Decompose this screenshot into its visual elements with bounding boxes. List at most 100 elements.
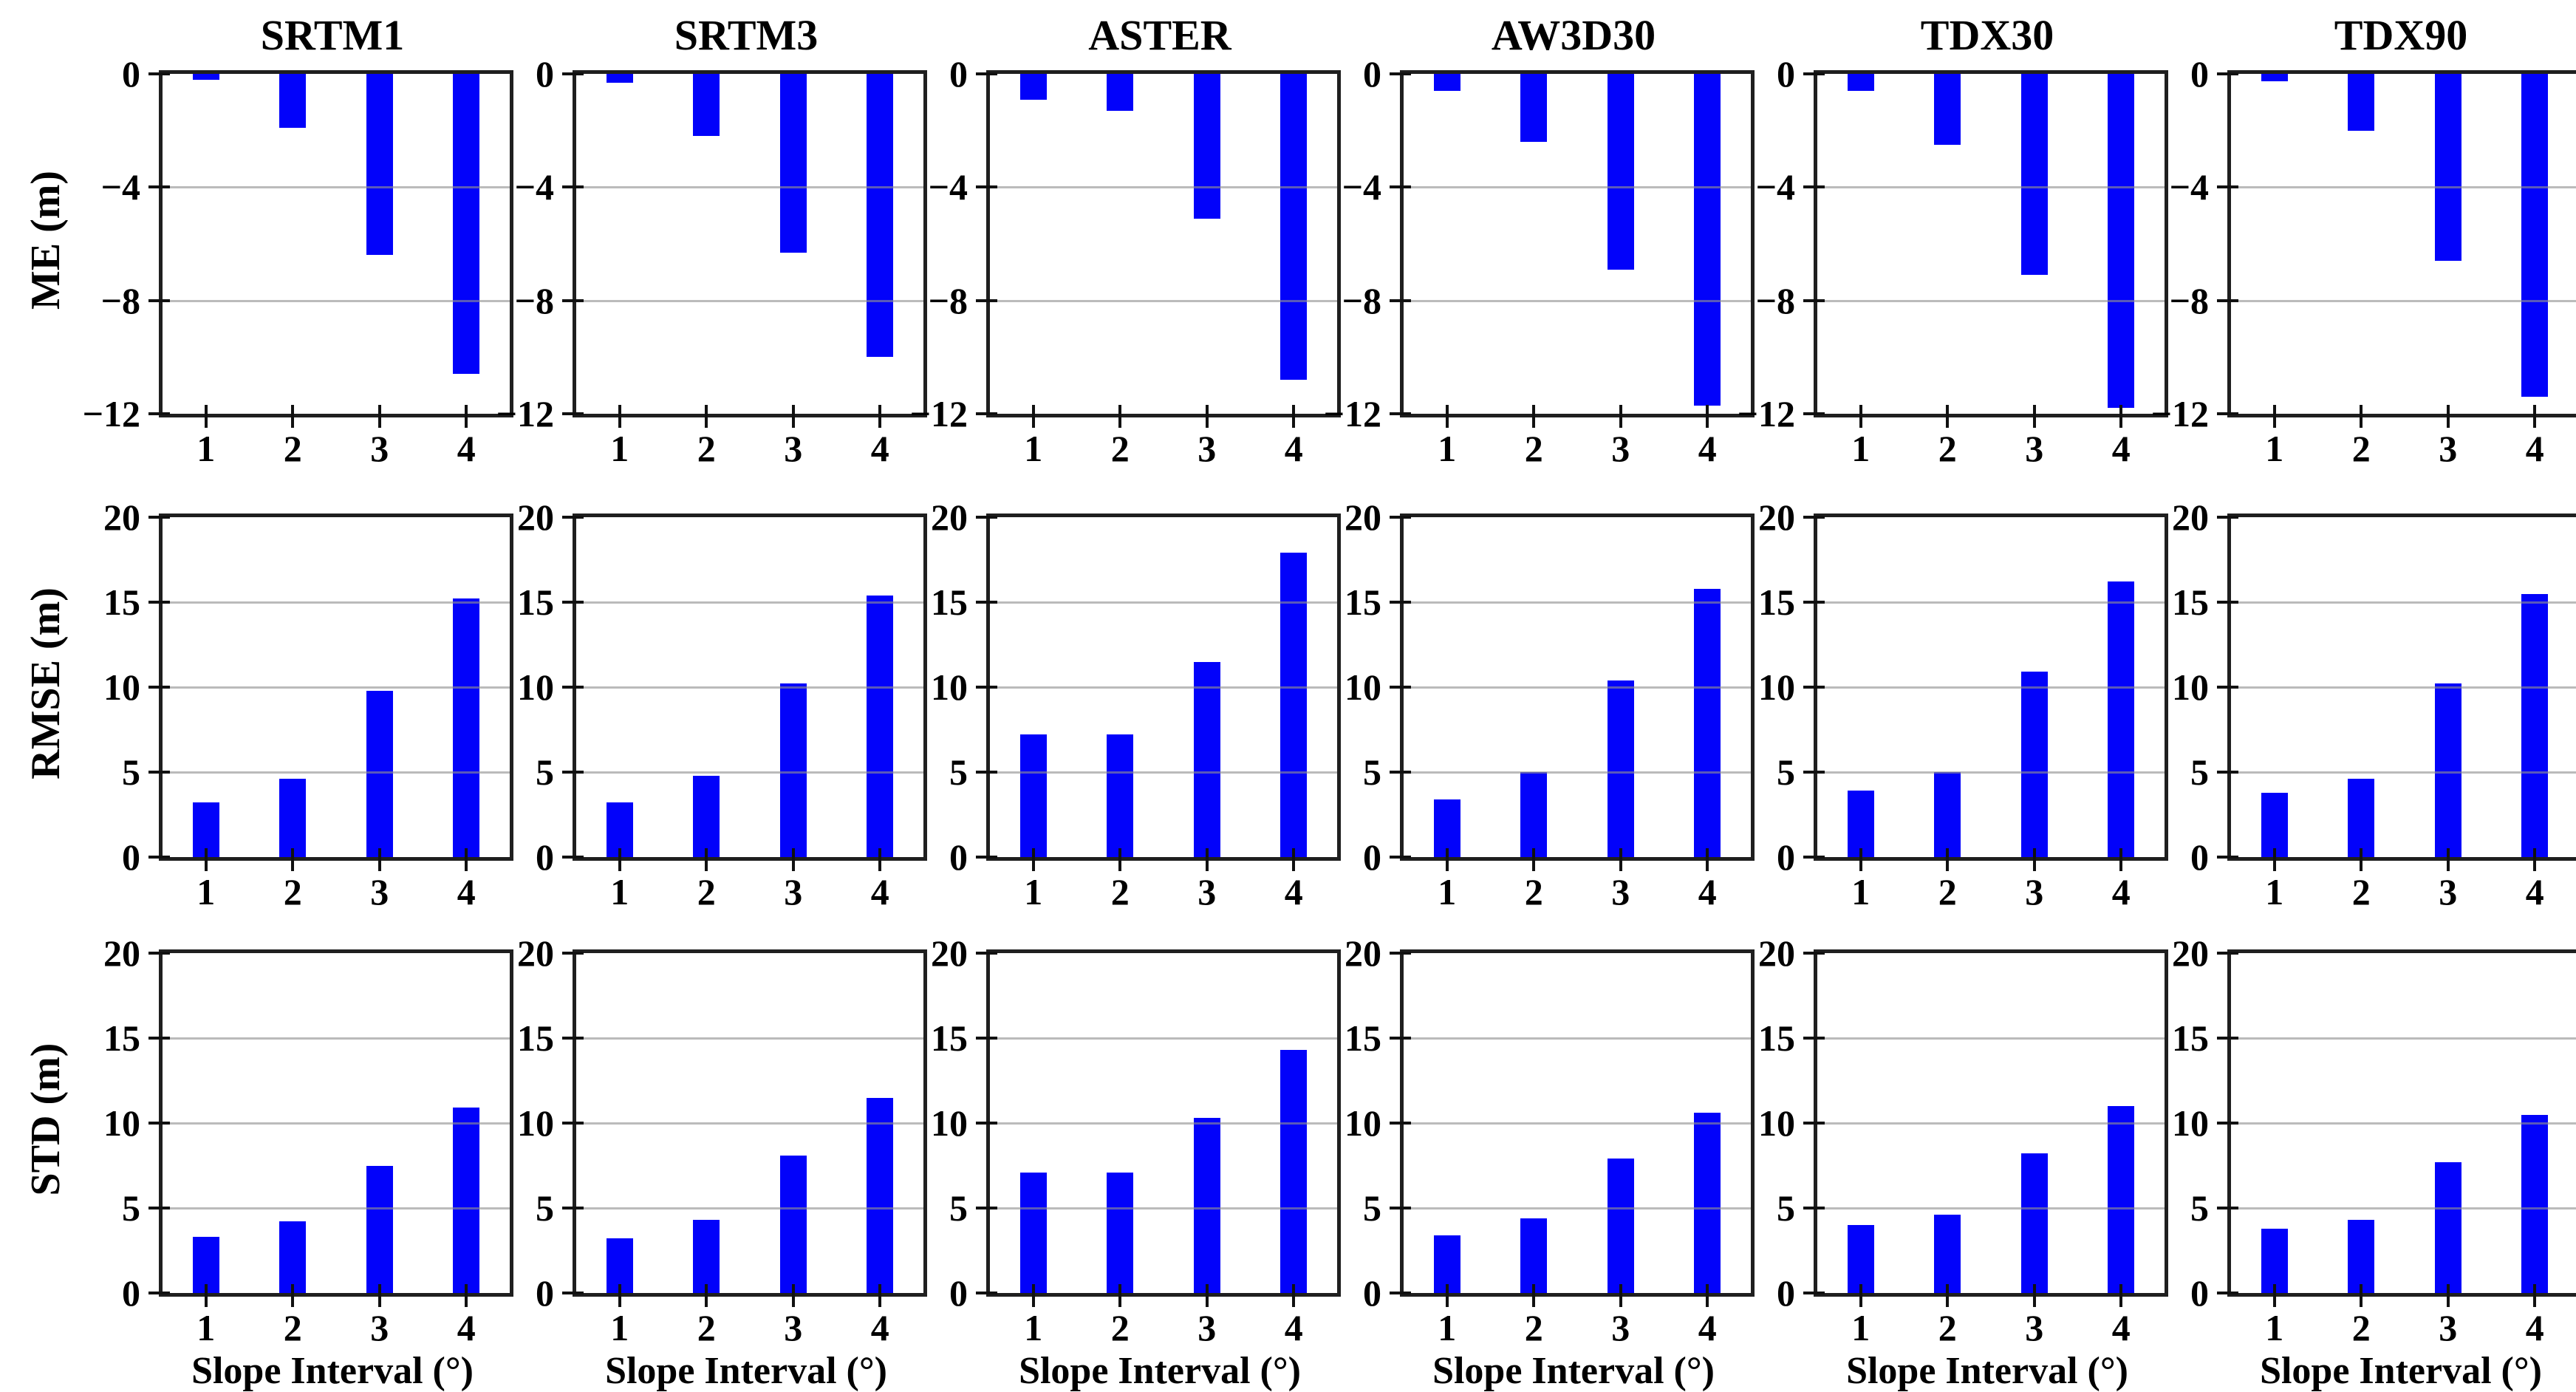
bar-std-srtm1-interval-2 [279,1221,307,1293]
bar-me-aw3d30-interval-4 [1694,74,1721,406]
ytick-mark-me-tdx30--12 [1803,412,1825,415]
bar-me-srtm3-interval-1 [606,74,633,83]
ytick-label-rmse-srtm3-10: 10 [517,666,554,708]
ytick-mark-rmse-aster-20 [976,516,997,519]
xtick-mark-rmse-aw3d30-4 [1706,848,1709,871]
ytick-label-std-aw3d30-20: 20 [1345,932,1381,974]
xtick-label-rmse-srtm3-3: 3 [784,871,803,912]
xtick-mark-std-srtm3-1 [618,1284,621,1307]
plot-box-me-srtm1 [148,70,513,428]
xtick-mark-rmse-aster-1 [1031,848,1035,871]
ytick-mark-std-srtm1-5 [148,1207,170,1210]
ytick-mark-me-aster--4 [976,185,997,189]
plot-box-std-tdx90 [2217,949,2576,1307]
xtick-label-me-aw3d30-3: 3 [1611,428,1630,469]
xtick-mark-std-tdx30-1 [1859,1284,1862,1307]
gridline-rmse-tdx90-5 [2231,771,2576,774]
plot-box-rmse-tdx90 [2217,514,2576,871]
ytick-mark-std-srtm3-10 [562,1122,584,1125]
ytick-label-me-srtm3--12: −12 [496,393,555,434]
ytick-mark-std-tdx90-15 [2217,1037,2238,1040]
ytick-label-rmse-tdx30-10: 10 [1758,666,1795,708]
plot-box-rmse-srtm1 [148,514,513,871]
bar-me-aster-interval-3 [1193,74,1220,219]
gridline-me-aster--4 [990,186,1337,189]
ytick-mark-me-srtm3--12 [562,412,584,415]
xtick-mark-me-srtm3-3 [791,405,795,428]
xtick-mark-rmse-tdx30-3 [2032,848,2036,871]
ytick-label-rmse-aw3d30-20: 20 [1345,497,1381,538]
ytick-label-std-srtm1-10: 10 [103,1102,140,1144]
xtick-mark-std-aw3d30-2 [1532,1284,1536,1307]
xtick-label-me-srtm3-3: 3 [784,428,803,469]
ytick-mark-rmse-tdx90-5 [2217,771,2238,774]
ytick-label-rmse-aster-10: 10 [931,666,968,708]
ytick-label-rmse-srtm3-0: 0 [536,836,554,878]
ytick-label-std-tdx30-10: 10 [1758,1102,1795,1144]
ytick-label-std-aster-0: 0 [949,1272,968,1314]
xtick-label-std-aster-4: 4 [1284,1307,1303,1348]
xtick-label-std-srtm1-1: 1 [197,1307,216,1348]
ytick-mark-rmse-tdx30-5 [1803,771,1825,774]
xtick-label-rmse-aw3d30-2: 2 [1524,871,1543,912]
ytick-label-rmse-srtm3-20: 20 [517,497,554,538]
bar-std-aster-interval-1 [1019,1172,1047,1293]
bar-rmse-aster-interval-4 [1280,553,1308,857]
x-axis-label-aster: Slope Interval (°) [1019,1350,1301,1392]
ytick-mark-me-srtm1--12 [148,412,170,415]
ytick-label-std-tdx90-5: 5 [2190,1187,2209,1229]
xtick-label-me-tdx90-2: 2 [2351,428,2371,469]
ytick-label-std-tdx30-20: 20 [1758,932,1795,974]
ytick-label-rmse-tdx90-10: 10 [2172,666,2209,708]
ytick-label-me-tdx30--12: −12 [1737,393,1796,434]
ytick-mark-me-aster--12 [976,412,997,415]
bar-rmse-tdx30-interval-1 [1847,791,1874,857]
gridline-me-srtm1--8 [163,299,510,302]
bar-std-aw3d30-interval-3 [1607,1159,1634,1293]
bar-std-srtm3-interval-3 [779,1155,807,1293]
bar-rmse-srtm3-interval-2 [693,775,720,857]
xtick-label-rmse-srtm3-4: 4 [870,871,889,912]
bar-rmse-srtm1-interval-2 [279,779,307,857]
xtick-mark-me-srtm1-4 [465,405,468,428]
ytick-mark-rmse-aw3d30-20 [1390,516,1411,519]
ytick-label-std-tdx90-20: 20 [2172,932,2209,974]
xtick-mark-me-aw3d30-1 [1445,405,1449,428]
xtick-label-std-srtm1-4: 4 [457,1307,476,1348]
ytick-mark-rmse-aw3d30-5 [1390,771,1411,774]
xtick-mark-rmse-tdx30-4 [2119,848,2123,871]
ytick-label-std-aster-20: 20 [931,932,968,974]
xtick-label-me-aster-4: 4 [1284,428,1303,469]
xtick-label-me-aster-3: 3 [1198,428,1217,469]
plot-box-rmse-tdx30 [1803,514,2168,871]
ytick-label-std-tdx30-5: 5 [1777,1187,1795,1229]
ytick-mark-me-tdx90--4 [2217,185,2238,189]
ytick-mark-std-aw3d30-10 [1390,1122,1411,1125]
xtick-mark-std-srtm3-3 [791,1284,795,1307]
ytick-mark-std-srtm1-10 [148,1122,170,1125]
xtick-label-std-tdx90-1: 1 [2265,1307,2284,1348]
gridline-std-srtm1-5 [163,1207,510,1210]
ytick-label-me-aster-0: 0 [949,53,968,95]
gridline-std-srtm3-10 [576,1122,923,1125]
bar-std-tdx90-interval-1 [2261,1228,2288,1293]
ytick-label-me-tdx30-0: 0 [1777,53,1795,95]
bar-me-srtm1-interval-4 [453,74,480,375]
xtick-label-me-aw3d30-1: 1 [1438,428,1457,469]
xtick-mark-rmse-tdx90-3 [2446,848,2450,871]
bar-rmse-tdx30-interval-3 [2020,672,2048,857]
ytick-mark-rmse-srtm3-10 [562,686,584,689]
ytick-mark-std-tdx30-15 [1803,1037,1825,1040]
gridline-std-tdx90-15 [2231,1037,2576,1040]
bar-rmse-aster-interval-2 [1107,734,1134,857]
ytick-mark-std-tdx90-5 [2217,1207,2238,1210]
gridline-rmse-srtm1-5 [163,771,510,774]
ytick-mark-me-aster-0 [976,72,997,75]
bar-me-srtm3-interval-4 [867,74,894,358]
gridline-me-srtm1--4 [163,186,510,189]
column-title-srtm3: SRTM3 [674,11,819,59]
xtick-mark-me-tdx90-4 [2533,405,2537,428]
ytick-label-me-tdx30--4: −4 [1755,166,1796,208]
bar-std-tdx30-interval-2 [1934,1215,1961,1293]
xtick-label-me-srtm1-2: 2 [283,428,302,469]
